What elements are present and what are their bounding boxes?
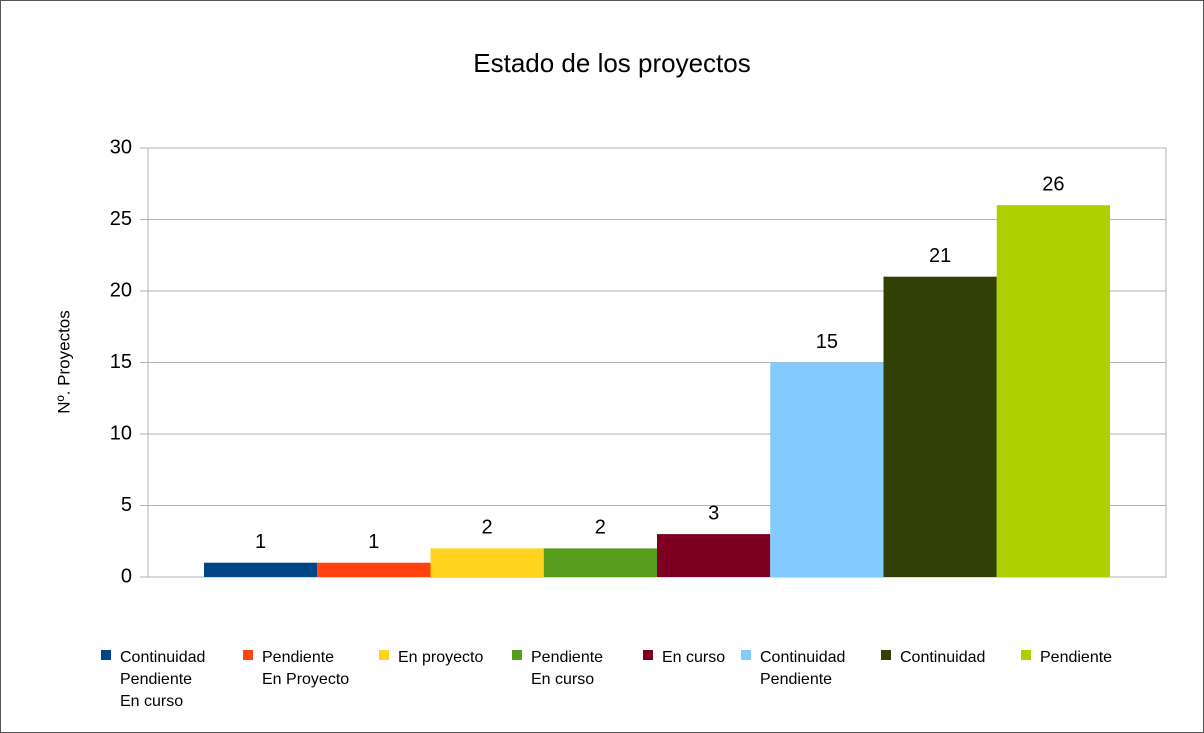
legend-swatch xyxy=(101,650,111,660)
legend-label: Pendiente En curso xyxy=(531,649,604,688)
bar xyxy=(657,534,771,577)
legend-label: En proyecto xyxy=(398,649,484,666)
legend-swatch xyxy=(243,650,253,660)
data-label: 1 xyxy=(255,531,266,553)
legend-label: En curso xyxy=(662,649,726,666)
bar xyxy=(430,548,544,577)
legend-label: Continuidad xyxy=(900,649,986,666)
data-label: 2 xyxy=(482,517,493,539)
y-tick-label: 10 xyxy=(110,422,132,444)
bar xyxy=(543,548,657,577)
legend-label: Continuidad Pendiente xyxy=(760,649,846,688)
y-tick-label: 5 xyxy=(121,494,132,516)
y-tick-label: 30 xyxy=(110,136,132,158)
legend-label: Pendiente xyxy=(1040,649,1113,666)
legend-swatch xyxy=(1021,650,1031,660)
data-label: 26 xyxy=(1042,173,1064,195)
data-label: 1 xyxy=(368,531,379,553)
bar xyxy=(203,562,318,577)
bar xyxy=(770,362,884,577)
y-tick-label: 0 xyxy=(121,565,132,587)
y-tick-label: 20 xyxy=(110,279,132,301)
chart-title: Estado de los proyectos xyxy=(473,48,751,78)
bar xyxy=(883,276,997,577)
legend-swatch xyxy=(643,650,653,660)
bar xyxy=(317,562,431,577)
y-tick-label: 25 xyxy=(110,208,132,230)
legend-label: Continuidad Pendiente En curso xyxy=(120,649,206,710)
y-axis-label: Nº. Proyectos xyxy=(54,310,73,414)
legend-swatch xyxy=(512,650,522,660)
data-label: 15 xyxy=(816,331,838,353)
bar xyxy=(996,205,1111,577)
legend-swatch xyxy=(881,650,891,660)
data-label: 3 xyxy=(708,502,719,524)
data-label: 2 xyxy=(595,517,606,539)
data-label: 21 xyxy=(929,245,951,267)
legend-swatch xyxy=(741,650,751,660)
legend-swatch xyxy=(379,650,389,660)
legend-label: Pendiente En Proyecto xyxy=(262,649,350,688)
y-tick-label: 15 xyxy=(110,351,132,373)
